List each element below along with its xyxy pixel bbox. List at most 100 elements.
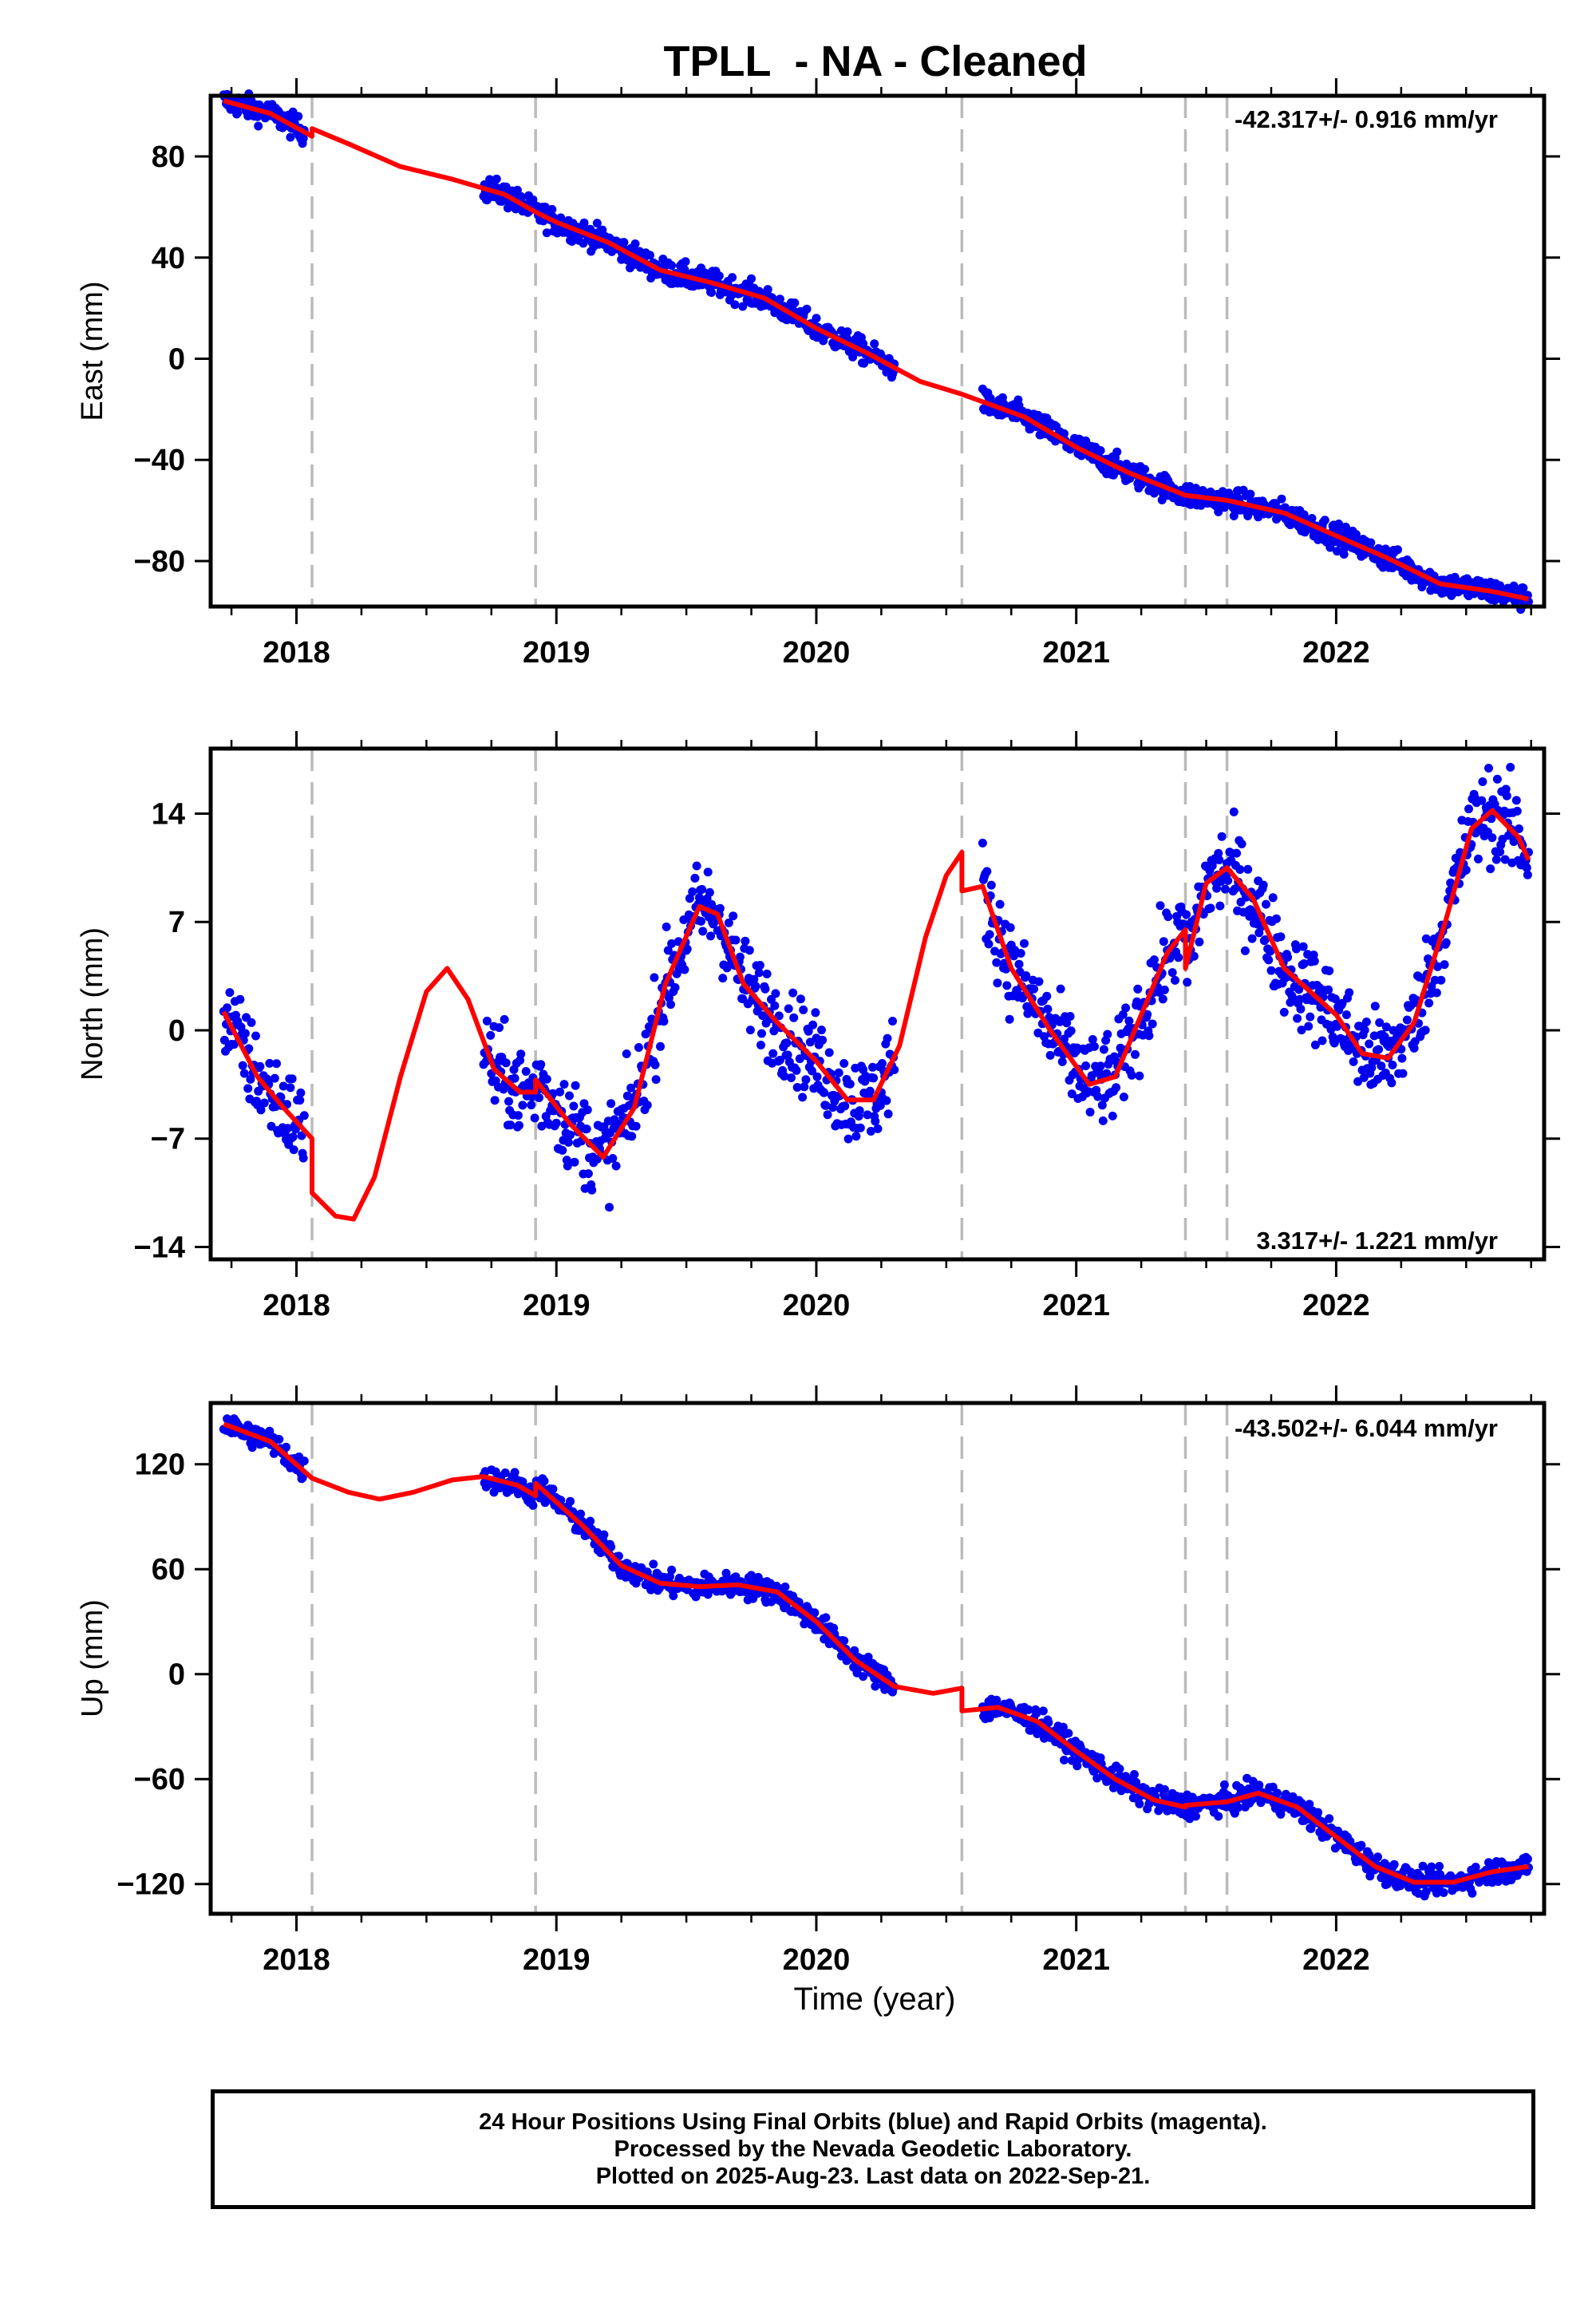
east-y-tick-label: −80 <box>134 545 185 579</box>
north-data-point <box>780 1072 789 1081</box>
north-data-point <box>1159 985 1169 994</box>
up-data-point <box>1439 1888 1448 1897</box>
north-data-point <box>664 993 674 1002</box>
north-data-point <box>1279 1007 1289 1017</box>
north-data-point <box>239 1069 249 1078</box>
north-data-point <box>1097 1101 1107 1110</box>
north-data-point <box>1229 807 1238 816</box>
east-data-point <box>1060 429 1069 438</box>
up-data-point <box>1032 1709 1041 1718</box>
north-data-point <box>982 867 992 876</box>
north-data-point <box>715 903 725 913</box>
up-data-point <box>871 1682 880 1691</box>
north-data-point <box>583 1169 593 1179</box>
north-data-point <box>868 1062 877 1072</box>
up-x-tick-label: 2019 <box>523 1943 591 1977</box>
north-data-point <box>800 1082 809 1092</box>
north-data-point <box>1515 824 1523 833</box>
north-y-tick-label: −7 <box>151 1123 185 1156</box>
north-data-point <box>1243 864 1253 874</box>
north-data-point <box>875 1101 885 1110</box>
north-data-point <box>527 1101 536 1110</box>
footer-line: Plotted on 2025-Aug-23. Last data on 202… <box>595 2164 1151 2189</box>
north-data-point <box>839 1059 849 1068</box>
north-data-point <box>792 1065 801 1075</box>
east-data-point <box>738 302 748 311</box>
up-data-point <box>539 1476 549 1486</box>
north-data-point <box>741 936 750 946</box>
east-y-tick-label: 40 <box>152 242 185 275</box>
north-data-point <box>571 1081 580 1090</box>
north-data-point <box>817 1026 826 1035</box>
up-data-point <box>863 1652 873 1662</box>
east-data-point <box>802 304 812 314</box>
north-data-point <box>1102 1069 1112 1078</box>
north-data-point <box>808 1020 818 1030</box>
up-data-point <box>282 1442 290 1452</box>
north-data-point <box>855 1123 865 1132</box>
north-data-point <box>1144 1031 1154 1041</box>
east-data-point <box>763 285 772 294</box>
up-data-point <box>247 1443 257 1452</box>
up-data-point <box>1129 1769 1139 1779</box>
east-data-point <box>1112 447 1122 456</box>
north-data-point <box>1005 923 1015 932</box>
east-data-point <box>298 133 308 143</box>
east-data-point <box>254 121 263 131</box>
up-rate-label: -43.502+/- 6.044 mm/yr <box>1235 1414 1498 1442</box>
north-data-point <box>1424 998 1434 1008</box>
north-data-point <box>536 1060 546 1069</box>
north-data-point <box>718 974 728 983</box>
east-x-tick-label: 2021 <box>1042 636 1110 670</box>
up-data-point <box>1159 1784 1169 1794</box>
north-data-point <box>1464 804 1473 814</box>
north-data-point <box>782 1038 792 1048</box>
east-data-point <box>1140 464 1149 474</box>
north-data-point <box>1065 1012 1075 1021</box>
north-data-point <box>667 939 677 948</box>
north-data-point <box>650 973 659 982</box>
north-data-point <box>1195 937 1204 947</box>
east-data-point <box>728 273 737 283</box>
east-data-point <box>1214 507 1223 516</box>
north-data-point <box>757 1029 766 1038</box>
up-data-point <box>1038 1706 1048 1716</box>
north-data-point <box>1365 1039 1374 1049</box>
north-model-line <box>221 808 1531 1222</box>
east-data-point <box>1351 530 1361 539</box>
up-model-line <box>223 1421 1529 1885</box>
north-data-point <box>510 1073 519 1083</box>
north-data-point <box>1486 864 1495 874</box>
north-data-point <box>768 1049 778 1058</box>
north-data-point <box>1103 1030 1112 1039</box>
north-data-point <box>1341 1010 1351 1019</box>
north-data-point <box>1108 1111 1117 1120</box>
north-data-point <box>298 1153 308 1163</box>
east-data-point <box>1320 516 1329 525</box>
up-data-point <box>1389 1860 1399 1869</box>
north-data-point <box>698 927 708 936</box>
north-data-point <box>851 1132 861 1141</box>
north-data-point <box>559 1080 569 1089</box>
x-axis-label: Time (year) <box>794 1982 956 2017</box>
footer-line: Processed by the Nevada Geodetic Laborat… <box>614 2136 1132 2162</box>
north-data-point <box>834 1068 843 1077</box>
east-data-point <box>542 228 551 238</box>
east-data-point <box>286 132 295 142</box>
north-data-point <box>1149 955 1159 965</box>
east-data-point <box>812 314 821 323</box>
north-data-point <box>755 961 764 970</box>
east-data-point <box>485 175 495 184</box>
north-data-point <box>735 952 745 962</box>
up-panel: 2018 2019 2020 2021 2022 120 60 0 −60 −120 Up (mm)… <box>76 1385 1560 1977</box>
up-data-point <box>821 1613 831 1622</box>
up-data-point <box>666 1572 674 1582</box>
north-data-point <box>1258 880 1268 890</box>
east-y-axis-label: East (mm) <box>76 281 109 421</box>
east-model-line <box>223 98 1530 602</box>
east-data-point <box>492 174 501 184</box>
north-data-point <box>1359 1073 1369 1082</box>
north-data-point <box>811 1008 820 1018</box>
north-data-point <box>1310 1040 1320 1049</box>
east-data-point <box>1277 494 1286 504</box>
